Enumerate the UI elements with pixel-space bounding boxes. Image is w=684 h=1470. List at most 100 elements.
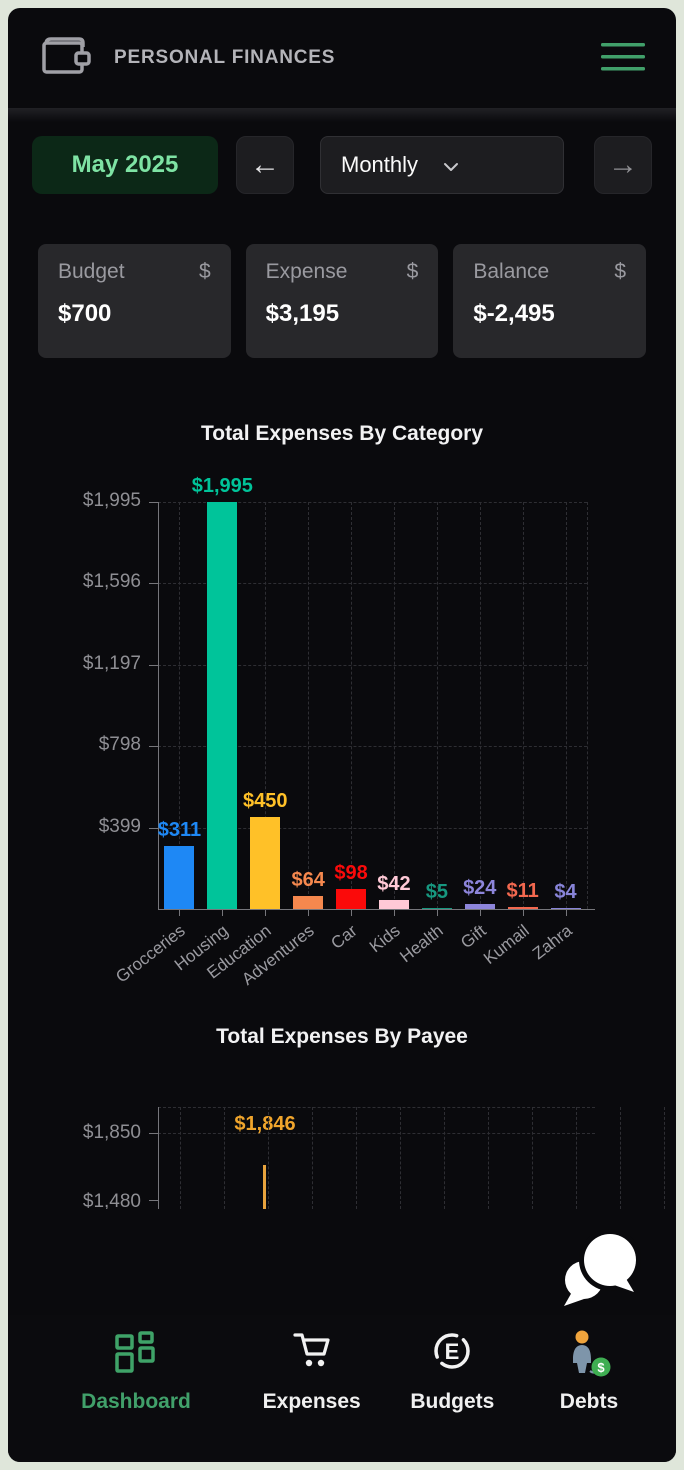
gridline-vertical (479, 502, 481, 909)
bar-kids[interactable] (378, 900, 409, 909)
nav-expenses[interactable]: Expenses (263, 1329, 361, 1462)
payee-chart-section: Total Expenses By Payee $1,850 $1,480 $1… (8, 1025, 676, 1209)
x-axis-tick (565, 909, 567, 916)
gridline-vertical (576, 1107, 577, 1209)
bar-value-label: $1,995 (191, 475, 253, 497)
nav-budgets[interactable]: E Budgets (407, 1329, 497, 1462)
card-label: Balance (473, 260, 550, 283)
y-axis-tick (149, 1133, 158, 1134)
period-button[interactable]: May 2025 (32, 136, 218, 194)
bar-health[interactable] (421, 907, 452, 909)
expense-value: $3,195 (265, 300, 340, 327)
nav-label: Dashboard (81, 1390, 191, 1413)
expense-card: Expense $ $3,195 (245, 244, 439, 358)
y-axis-label: $1,850 (82, 1122, 141, 1143)
y-axis-tick (149, 583, 158, 585)
x-axis-tick (222, 909, 224, 916)
y-axis-tick (149, 502, 158, 503)
app-header: PERSONAL FINANCES (8, 8, 676, 108)
gridline-vertical (664, 1107, 665, 1209)
gridline-horizontal (158, 664, 587, 666)
payee-bar-chart: $1,850 $1,480 $1,846 (8, 1105, 676, 1209)
gridline-vertical (488, 1107, 489, 1209)
header-divider (8, 108, 676, 122)
bar-education[interactable] (250, 817, 281, 909)
bottom-navigation: Dashboard Expenses E Budgets (8, 1315, 676, 1462)
bar-grocceries[interactable] (164, 845, 195, 909)
x-axis-tick (351, 909, 353, 916)
y-axis-tick (149, 664, 158, 666)
bar-value-label: $64 (291, 868, 325, 891)
y-axis-tick (149, 746, 158, 748)
next-period-button[interactable]: → (594, 136, 652, 194)
y-axis (158, 502, 159, 909)
gridline-horizontal (158, 1133, 595, 1134)
gridline-vertical (356, 1107, 357, 1209)
gridline-horizontal (158, 502, 587, 503)
bar-value-label: $24 (463, 877, 497, 900)
chevron-down-icon (443, 152, 545, 178)
wallet-icon (34, 27, 92, 90)
y-axis-label: $1,197 (82, 652, 141, 674)
gridline-vertical (393, 502, 395, 909)
y-axis-label: $399 (98, 815, 141, 837)
gridline-vertical (400, 1107, 401, 1209)
category-chart-title: Total Expenses By Category (200, 422, 484, 445)
circled-e-icon: E (429, 1329, 475, 1382)
bar-value-label: $311 (157, 818, 202, 841)
gridline-vertical (179, 502, 181, 909)
dashboard-grid-icon (113, 1329, 159, 1382)
gridline-vertical (268, 1107, 269, 1209)
debt-person-icon: $ (566, 1329, 612, 1382)
bar-value-label: $4 (554, 880, 577, 903)
x-axis-tick (522, 909, 524, 916)
bar-zahra[interactable] (550, 907, 581, 909)
bar-value-label: $1,846 (234, 1113, 296, 1135)
balance-value: $-2,495 (473, 300, 555, 327)
bar-adventures[interactable] (293, 895, 324, 909)
page-title: PERSONAL FINANCES (114, 47, 336, 68)
nav-dashboard[interactable]: Dashboard (56, 1329, 216, 1462)
card-label: Budget (58, 260, 125, 283)
bar-value-label: $11 (506, 879, 539, 902)
gridline-horizontal (158, 1107, 595, 1108)
y-axis-label: $1,480 (82, 1191, 141, 1209)
gridline-vertical (587, 502, 588, 909)
bar-housing[interactable] (207, 502, 238, 909)
nav-debts[interactable]: $ Debts (544, 1329, 634, 1462)
y-axis-tick (149, 1200, 158, 1201)
gridline-horizontal (158, 827, 587, 829)
gridline-vertical (265, 502, 267, 909)
dollar-icon: $ (406, 260, 419, 283)
budget-value: $700 (58, 300, 112, 327)
bar-value-label: $42 (377, 873, 411, 896)
bar-gift[interactable] (464, 904, 495, 909)
x-axis-tick (308, 909, 310, 916)
gridline-vertical (444, 1107, 445, 1209)
gridline-vertical (312, 1107, 313, 1209)
svg-text:$: $ (597, 1360, 605, 1375)
category-bar-chart: $1,995 $1,596 $1,197 $798 $399 $311 Grocceries… (8, 475, 676, 989)
budget-card: Budget $ $700 (38, 244, 231, 358)
card-label: Expense (265, 260, 348, 283)
dollar-icon: $ (614, 260, 627, 283)
y-axis-label: $1,995 (82, 490, 141, 511)
previous-period-button[interactable]: ← (236, 136, 294, 194)
arrow-left-icon: ← (250, 148, 280, 181)
x-axis-tick (393, 909, 395, 916)
y-axis-label: $1,596 (82, 571, 141, 593)
hamburger-menu-icon[interactable] (596, 36, 650, 81)
bar-payee[interactable] (263, 1165, 266, 1209)
bar-kumail[interactable] (507, 906, 538, 909)
nav-label: Expenses (262, 1390, 361, 1413)
gridline-vertical (436, 502, 438, 909)
chat-fab[interactable] (562, 1222, 642, 1308)
svg-text:E: E (445, 1339, 460, 1364)
chat-bubbles-icon (562, 1229, 642, 1311)
granularity-select[interactable]: Monthly (320, 136, 564, 194)
gridline-vertical (224, 1107, 225, 1209)
x-axis-tick (436, 909, 438, 916)
x-axis-tick (179, 909, 181, 916)
bar-car[interactable] (336, 889, 367, 909)
